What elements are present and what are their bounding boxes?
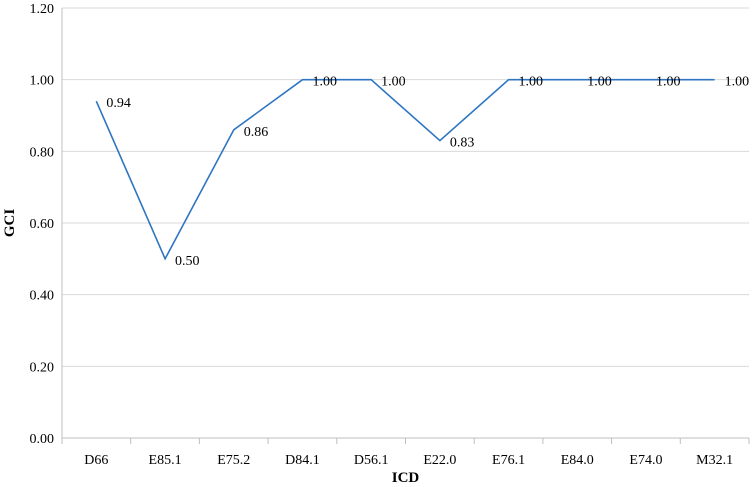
x-tick-label: E75.2: [217, 453, 250, 468]
x-tick-label: M32.1: [696, 453, 733, 468]
data-label: 1.00: [725, 75, 750, 90]
data-label: 1.00: [519, 75, 544, 90]
y-axis-title: GCI: [2, 209, 18, 238]
data-label: 1.00: [381, 75, 406, 90]
data-labels: 0.94 0.50 0.86 1.00 1.00 0.83 1.00 1.00 1.00 1.00: [106, 75, 749, 269]
y-tick-label: 0.00: [30, 432, 55, 447]
y-tick-label: 1.00: [30, 74, 55, 89]
x-tick-labels: D66 E85.1 E75.2 D84.1 D56.1 E22.0 E76.1 E84.0 E7…: [84, 453, 733, 468]
y-tick-label: 0.80: [30, 145, 55, 160]
series-line: [95, 78, 715, 261]
series-layer: [95, 78, 715, 261]
x-tick-label: E85.1: [149, 453, 182, 468]
x-tick-label: D84.1: [285, 453, 320, 468]
data-label: 1.00: [312, 75, 337, 90]
x-tick-label: E76.1: [492, 453, 525, 468]
x-axis-title: ICD: [392, 470, 420, 486]
data-label: 0.94: [106, 96, 131, 111]
data-label: 1.00: [587, 75, 612, 90]
x-tick-label: E22.0: [423, 453, 456, 468]
x-tick-label: E84.0: [561, 453, 594, 468]
axes: [61, 8, 750, 444]
y-tick-label: 0.40: [30, 289, 55, 304]
y-tick-labels: 0.00 0.20 0.40 0.60 0.80 1.00 1.20: [30, 2, 55, 447]
y-tick-label: 0.60: [30, 217, 55, 232]
data-label: 0.83: [450, 136, 475, 151]
y-tick-label: 1.20: [30, 2, 55, 17]
data-label: 1.00: [656, 75, 681, 90]
x-tick-label: D56.1: [354, 453, 389, 468]
data-label: 0.50: [175, 254, 200, 269]
gridlines: [62, 7, 749, 367]
x-tick-label: D66: [84, 453, 108, 468]
data-label: 0.86: [244, 125, 269, 140]
y-tick-label: 0.20: [30, 360, 55, 375]
x-tick-label: E74.0: [629, 453, 662, 468]
